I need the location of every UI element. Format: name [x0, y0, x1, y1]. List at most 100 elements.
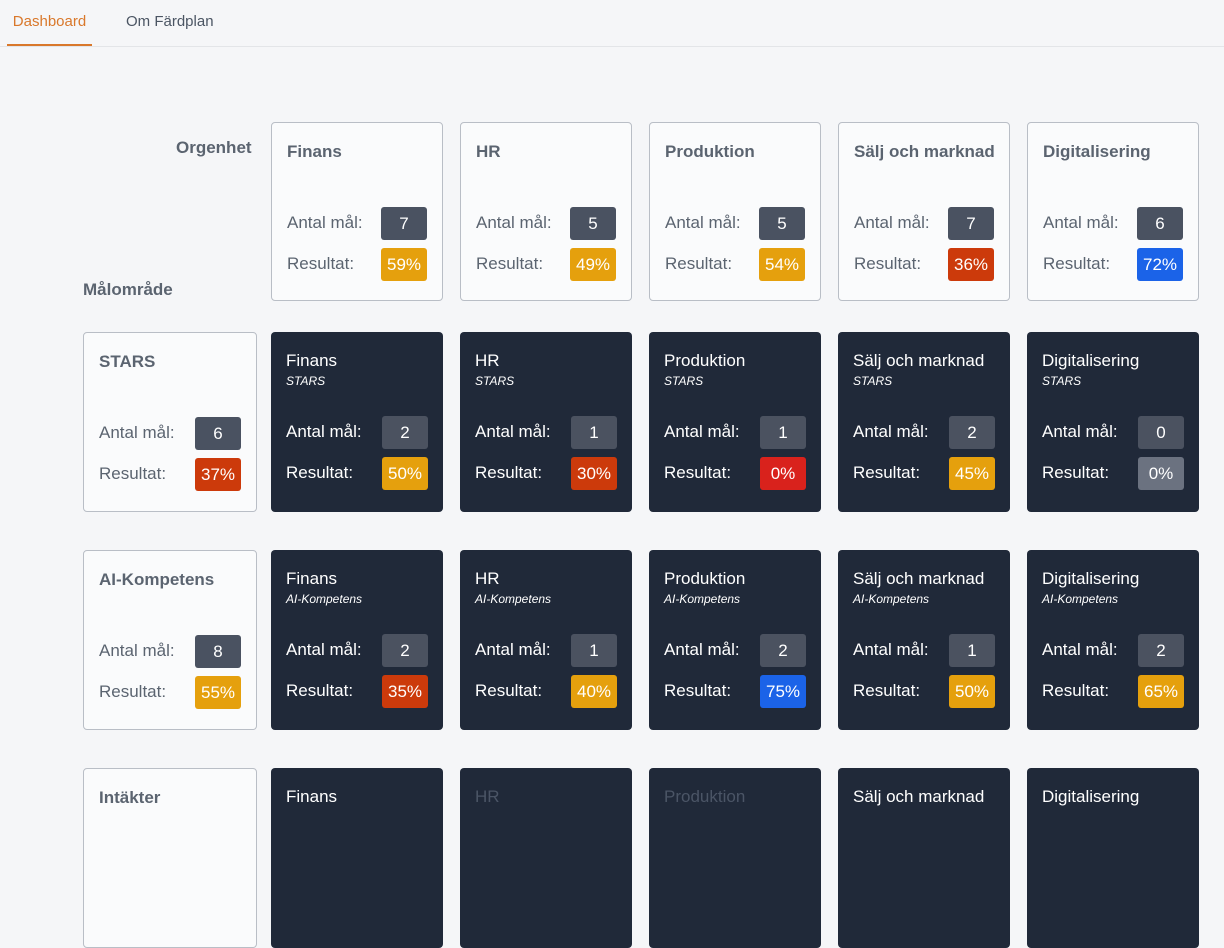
cell-card-stars-produktion[interactable]: Produktion STARS Antal mål: 1 Resultat: 0% [649, 332, 821, 512]
card-title: Finans [286, 351, 338, 370]
card-title: Sälj och marknad [853, 787, 985, 806]
cell-card-ai-kompetens-finans[interactable]: Finans AI-Kompetens Antal mål: 2 Resultat: 35… [271, 550, 443, 730]
result-label: Resultat: [99, 464, 167, 483]
result-label: Resultat: [287, 254, 355, 273]
card-subtitle: STARS [664, 374, 704, 388]
goal-count-badge: 1 [760, 416, 806, 449]
malomrade-header: Målområde [83, 280, 173, 299]
cell-card-intäkter-produktion[interactable]: Produktion [649, 768, 821, 948]
result-row: Resultat: 45% [853, 456, 995, 490]
goal-area-card-ai-kompetens[interactable]: AI-Kompetens Antal mål: 8 Resultat: 55% [83, 550, 257, 730]
cell-card-intäkter-hr[interactable]: HR [460, 768, 632, 948]
goal-count-label: Antal mål: [99, 641, 175, 660]
goal-count-row: Antal mål: 6 [1043, 206, 1183, 240]
card-subtitle: STARS [475, 374, 515, 388]
org-unit-card-produktion[interactable]: Produktion Antal mål: 5 Resultat: 54% [649, 122, 821, 301]
cell-card-stars-finans[interactable]: Finans STARS Antal mål: 2 Resultat: 50% [271, 332, 443, 512]
cell-card-ai-kompetens-sälj-och-marknad[interactable]: Sälj och marknad AI-Kompetens Antal mål: 1 R… [838, 550, 1010, 730]
goal-count-row: Antal mål: 2 [1042, 633, 1184, 667]
goal-count-row: Antal mål: 5 [665, 206, 805, 240]
goal-count-label: Antal mål: [664, 640, 740, 659]
goal-count-badge: 5 [759, 207, 805, 240]
goal-count-row: Antal mål: 2 [664, 633, 806, 667]
result-badge: 65% [1138, 675, 1184, 708]
tab-om-fardplan[interactable]: Om Färdplan [126, 13, 214, 30]
goal-count-label: Antal mål: [99, 423, 175, 442]
goal-count-row: Antal mål: 1 [853, 633, 995, 667]
result-row: Resultat: 0% [1042, 456, 1184, 490]
cell-card-intäkter-digitalisering[interactable]: Digitalisering [1027, 768, 1199, 948]
result-badge: 37% [195, 458, 241, 491]
goal-count-row: Antal mål: 0 [1042, 415, 1184, 449]
result-badge: 50% [949, 675, 995, 708]
result-badge: 45% [949, 457, 995, 490]
goal-count-label: Antal mål: [665, 213, 741, 232]
goal-area-card-stars[interactable]: STARS Antal mål: 6 Resultat: 37% [83, 332, 257, 512]
cell-card-stars-sälj-och-marknad[interactable]: Sälj och marknad STARS Antal mål: 2 Resultat… [838, 332, 1010, 512]
result-badge: 40% [571, 675, 617, 708]
result-row: Resultat: 59% [287, 247, 427, 281]
result-row: Resultat: 55% [99, 675, 241, 709]
card-title: Digitalisering [1042, 787, 1140, 806]
card-title: Finans [287, 142, 342, 161]
org-unit-card-hr[interactable]: HR Antal mål: 5 Resultat: 49% [460, 122, 632, 301]
cell-card-ai-kompetens-hr[interactable]: HR AI-Kompetens Antal mål: 1 Resultat: 40% [460, 550, 632, 730]
goal-count-badge: 1 [571, 416, 617, 449]
goal-count-badge: 2 [382, 634, 428, 667]
card-title: HR [476, 142, 501, 161]
result-badge: 35% [382, 675, 428, 708]
card-subtitle: STARS [853, 374, 893, 388]
goal-count-label: Antal mål: [286, 640, 362, 659]
org-unit-card-sälj-och-marknad[interactable]: Sälj och marknad Antal mål: 7 Resultat: 36% [838, 122, 1010, 301]
goal-count-badge: 6 [1137, 207, 1183, 240]
goal-count-row: Antal mål: 2 [853, 415, 995, 449]
cell-card-stars-hr[interactable]: HR STARS Antal mål: 1 Resultat: 30% [460, 332, 632, 512]
cell-card-ai-kompetens-digitalisering[interactable]: Digitalisering AI-Kompetens Antal mål: 2 Res… [1027, 550, 1199, 730]
result-label: Resultat: [664, 681, 732, 700]
card-title: Produktion [664, 787, 746, 806]
result-label: Resultat: [1043, 254, 1111, 273]
goal-count-label: Antal mål: [286, 422, 362, 441]
cell-card-ai-kompetens-produktion[interactable]: Produktion AI-Kompetens Antal mål: 2 Resulta… [649, 550, 821, 730]
result-badge: 75% [760, 675, 806, 708]
result-badge: 49% [570, 248, 616, 281]
goal-count-badge: 5 [570, 207, 616, 240]
result-badge: 0% [1138, 457, 1184, 490]
result-row: Resultat: 49% [476, 247, 616, 281]
goal-area-card-intäkter[interactable]: Intäkter [83, 768, 257, 948]
tab-dashboard[interactable]: Dashboard [7, 0, 92, 46]
goal-count-row: Antal mål: 7 [854, 206, 994, 240]
result-row: Resultat: 72% [1043, 247, 1183, 281]
card-title: Sälj och marknad [853, 351, 985, 370]
cell-card-intäkter-sälj-och-marknad[interactable]: Sälj och marknad [838, 768, 1010, 948]
org-unit-card-digitalisering[interactable]: Digitalisering Antal mål: 6 Resultat: 72% [1027, 122, 1199, 301]
result-row: Resultat: 30% [475, 456, 617, 490]
card-subtitle: STARS [1042, 374, 1082, 388]
goal-count-label: Antal mål: [853, 422, 929, 441]
goal-count-label: Antal mål: [475, 640, 551, 659]
card-subtitle: AI-Kompetens [286, 592, 363, 606]
card-title: Sälj och marknad [853, 569, 985, 588]
goal-count-label: Antal mål: [1042, 640, 1118, 659]
goal-count-badge: 2 [382, 416, 428, 449]
goal-count-badge: 1 [949, 634, 995, 667]
card-title: Digitalisering [1043, 142, 1151, 161]
result-badge: 0% [760, 457, 806, 490]
result-row: Resultat: 37% [99, 457, 241, 491]
goal-count-badge: 1 [571, 634, 617, 667]
card-title: HR [475, 569, 500, 588]
goal-count-label: Antal mål: [853, 640, 929, 659]
card-title: Produktion [665, 142, 755, 161]
result-badge: 54% [759, 248, 805, 281]
result-badge: 36% [948, 248, 994, 281]
goal-count-row: Antal mål: 8 [99, 634, 241, 668]
result-row: Resultat: 36% [854, 247, 994, 281]
org-unit-card-finans[interactable]: Finans Antal mål: 7 Resultat: 59% [271, 122, 443, 301]
cell-card-stars-digitalisering[interactable]: Digitalisering STARS Antal mål: 0 Resultat: 0… [1027, 332, 1199, 512]
result-label: Resultat: [853, 463, 921, 482]
result-label: Resultat: [1042, 681, 1110, 700]
cell-card-intäkter-finans[interactable]: Finans [271, 768, 443, 948]
result-row: Resultat: 40% [475, 674, 617, 708]
goal-count-row: Antal mål: 1 [475, 415, 617, 449]
result-label: Resultat: [286, 463, 354, 482]
